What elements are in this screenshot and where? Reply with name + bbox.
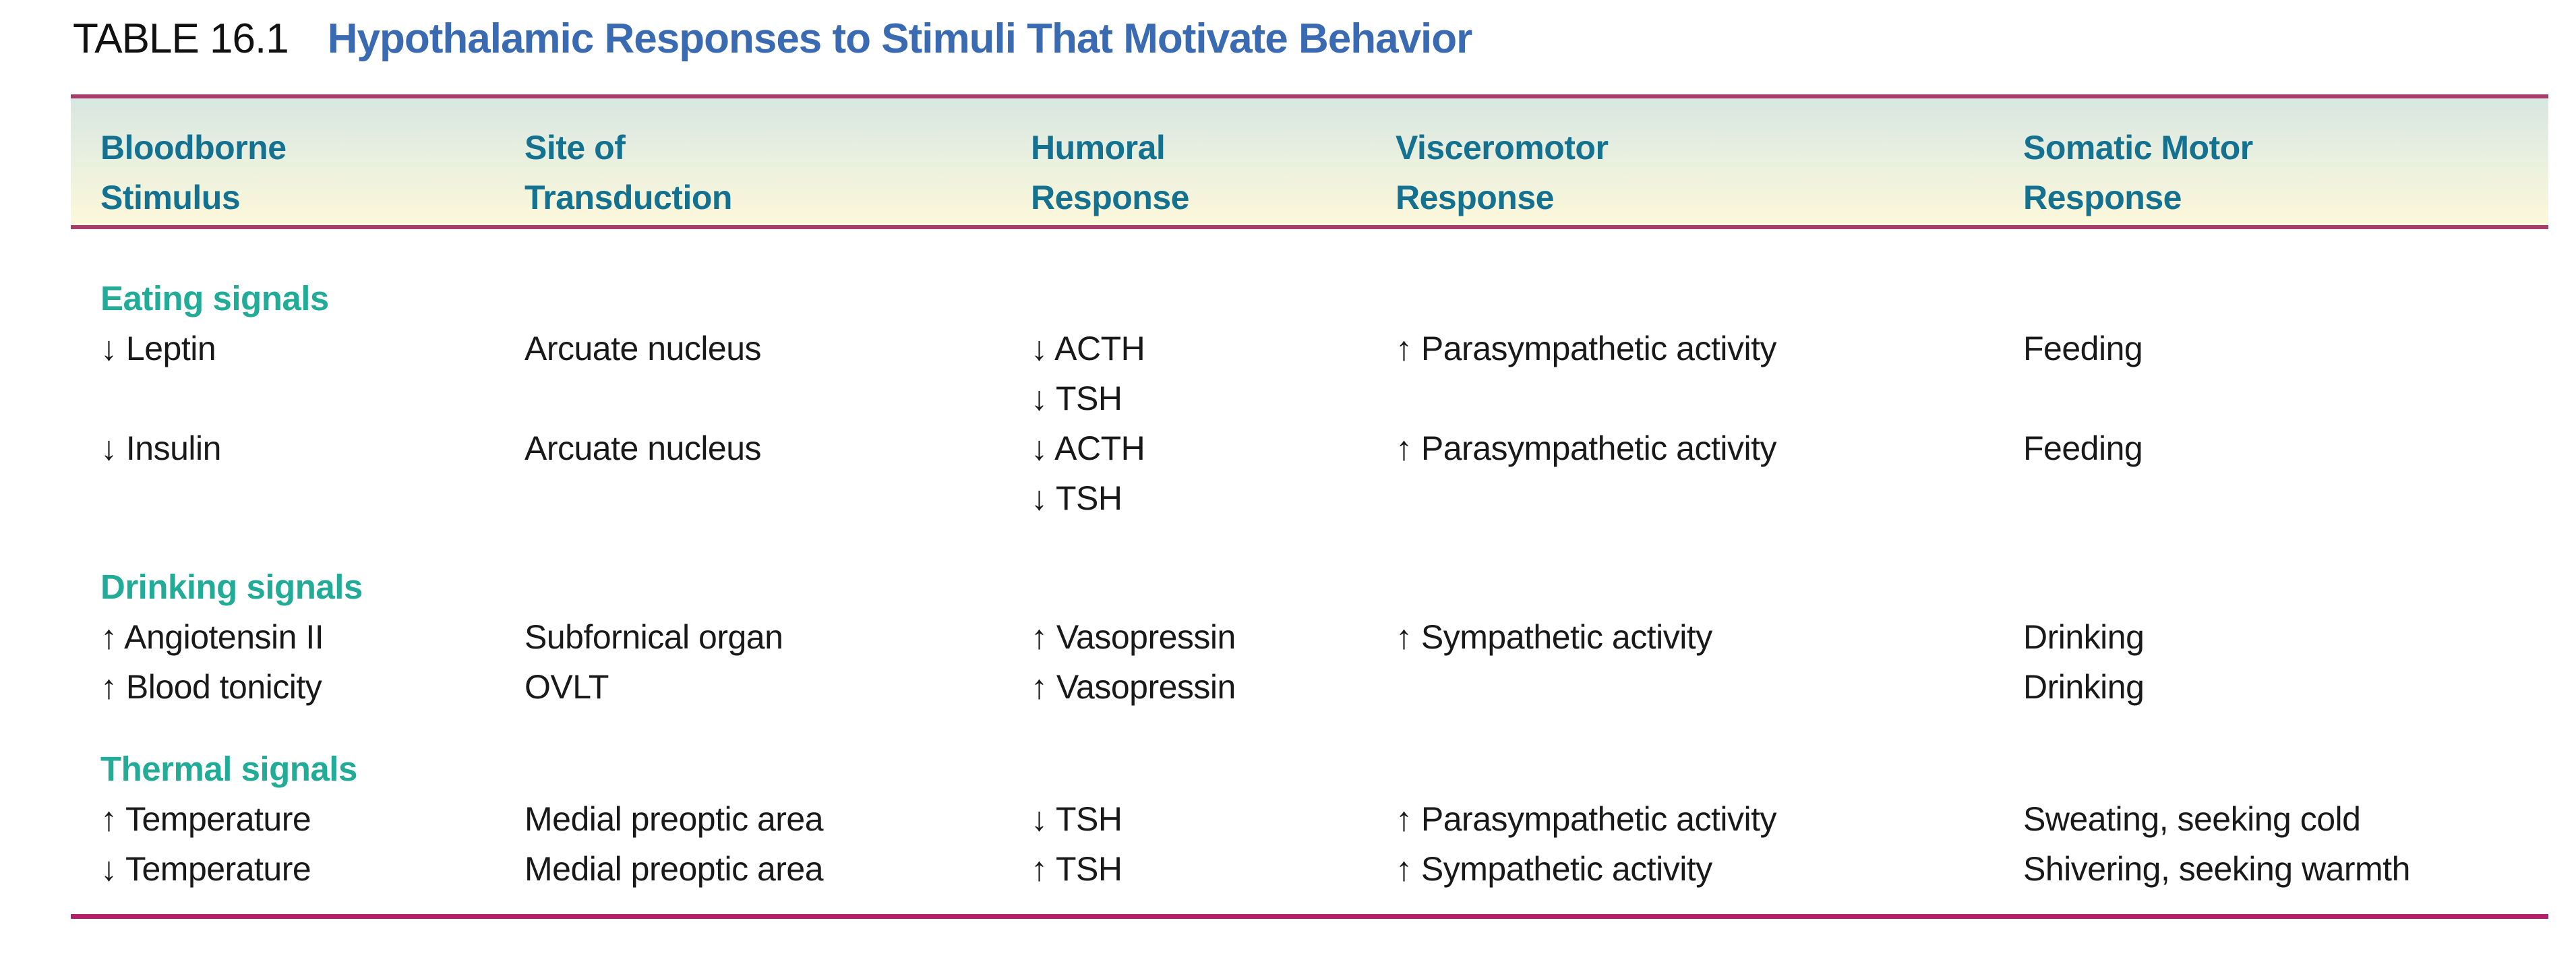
humoral-line: ↑ Vasopressin xyxy=(1031,618,1236,656)
humoral-line: ↓ TSH xyxy=(1031,479,1122,517)
column-header-line: Transduction xyxy=(525,179,732,216)
bottom-rule xyxy=(71,914,2548,919)
column-header-visceromotor-response: Visceromotor Response xyxy=(1396,123,2023,222)
cell-humoral: ↓ ACTH ↓ TSH xyxy=(1031,324,1396,423)
cell-visceromotor: ↑ Parasympathetic activity xyxy=(1396,800,1776,838)
section-heading: Drinking signals xyxy=(100,568,363,606)
column-header-humoral-response: Humoral Response xyxy=(1031,123,1396,222)
header-band: Bloodborne Stimulus Site of Transduction… xyxy=(71,94,2548,229)
cell-site: Arcuate nucleus xyxy=(525,429,762,467)
cell-visceromotor: ↑ Sympathetic activity xyxy=(1396,850,1712,888)
cell-humoral: ↑ Vasopressin xyxy=(1031,662,1396,712)
table-row: ↓ Temperature Medial preoptic area ↑ TSH… xyxy=(100,844,2548,894)
column-header-line: Response xyxy=(2023,179,2182,216)
cell-site: Arcuate nucleus xyxy=(525,330,762,367)
column-header-line: Humoral xyxy=(1031,129,1166,167)
column-header-line: Response xyxy=(1396,179,1554,216)
cell-stimulus: ↓ Leptin xyxy=(100,330,216,367)
cell-humoral: ↑ TSH xyxy=(1031,844,1396,894)
cell-site: OVLT xyxy=(525,668,609,706)
table-row: ↑ Angiotensin II Subfornical organ ↑ Vas… xyxy=(100,612,2548,662)
cell-site: Medial preoptic area xyxy=(525,850,824,888)
cell-stimulus: ↓ Insulin xyxy=(100,429,221,467)
cell-somatic: Feeding xyxy=(2023,429,2143,467)
humoral-line: ↓ TSH xyxy=(1031,800,1122,838)
cell-visceromotor xyxy=(1396,662,2023,712)
cell-stimulus: ↑ Angiotensin II xyxy=(100,618,324,656)
humoral-line: ↑ Vasopressin xyxy=(1031,668,1236,706)
section-thermal-signals: Thermal signals ↑ Temperature Medial pre… xyxy=(100,744,2548,894)
cell-somatic: Sweating, seeking cold xyxy=(2023,800,2361,838)
column-header-line: Stimulus xyxy=(100,179,241,216)
table-row: ↓ Leptin Arcuate nucleus ↓ ACTH ↓ TSH ↑ … xyxy=(100,324,2548,423)
column-header-line: Somatic Motor xyxy=(2023,129,2253,167)
cell-humoral: ↓ TSH xyxy=(1031,794,1396,844)
table-number-label: TABLE 16.1 xyxy=(73,16,289,62)
cell-stimulus: ↓ Temperature xyxy=(100,850,311,888)
table-row: ↓ Insulin Arcuate nucleus ↓ ACTH ↓ TSH ↑… xyxy=(100,423,2548,523)
cell-humoral: ↓ ACTH ↓ TSH xyxy=(1031,423,1396,523)
table-row: ↑ Temperature Medial preoptic area ↓ TSH… xyxy=(100,794,2548,844)
cell-stimulus: ↑ Temperature xyxy=(100,800,311,838)
cell-visceromotor: ↑ Sympathetic activity xyxy=(1396,618,1712,656)
section-heading: Eating signals xyxy=(100,279,329,318)
column-header-line: Bloodborne xyxy=(100,129,287,167)
cell-somatic: Drinking xyxy=(2023,618,2145,656)
section-eating-signals: Eating signals ↓ Leptin Arcuate nucleus … xyxy=(100,274,2548,523)
column-header-line: Site of xyxy=(525,129,626,167)
page-title: Hypothalamic Responses to Stimuli That M… xyxy=(327,16,1473,62)
cell-stimulus: ↑ Blood tonicity xyxy=(100,668,322,706)
humoral-line: ↓ TSH xyxy=(1031,380,1122,417)
section-drinking-signals: Drinking signals ↑ Angiotensin II Subfor… xyxy=(100,562,2548,712)
column-header-row: Bloodborne Stimulus Site of Transduction… xyxy=(71,98,2548,222)
humoral-line: ↑ TSH xyxy=(1031,850,1122,888)
humoral-line: ↓ ACTH xyxy=(1031,429,1145,467)
cell-site: Medial preoptic area xyxy=(525,800,824,838)
column-header-line: Visceromotor xyxy=(1396,129,1609,167)
humoral-line: ↓ ACTH xyxy=(1031,330,1145,367)
section-heading: Thermal signals xyxy=(100,750,357,788)
cell-site: Subfornical organ xyxy=(525,618,783,656)
cell-visceromotor: ↑ Parasympathetic activity xyxy=(1396,429,1776,467)
cell-humoral: ↑ Vasopressin xyxy=(1031,612,1396,662)
cell-somatic: Feeding xyxy=(2023,330,2143,367)
column-header-line: Response xyxy=(1031,179,1189,216)
table-title-row: TABLE 16.1 Hypothalamic Responses to Stim… xyxy=(73,16,1472,62)
cell-somatic: Drinking xyxy=(2023,668,2145,706)
table-row: ↑ Blood tonicity OVLT ↑ Vasopressin Drin… xyxy=(100,662,2548,712)
column-header-somatic-motor-response: Somatic Motor Response xyxy=(2023,123,2548,222)
table-body: Eating signals ↓ Leptin Arcuate nucleus … xyxy=(100,229,2548,894)
cell-somatic: Shivering, seeking warmth xyxy=(2023,850,2410,888)
column-header-site-of-transduction: Site of Transduction xyxy=(525,123,1031,222)
cell-visceromotor: ↑ Parasympathetic activity xyxy=(1396,330,1776,367)
column-header-bloodborne-stimulus: Bloodborne Stimulus xyxy=(100,123,525,222)
